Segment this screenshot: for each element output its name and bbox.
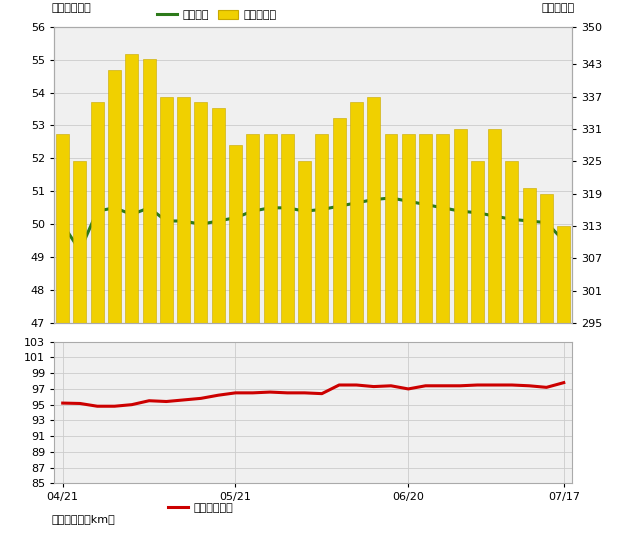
Bar: [471, 161, 484, 534]
Text: 価格（万円）: 価格（万円）: [52, 3, 91, 13]
Bar: [142, 59, 156, 534]
Bar: [56, 135, 69, 534]
Text: 走行距離（千km）: 走行距離（千km）: [52, 514, 115, 524]
Bar: [367, 97, 380, 534]
Legend: 平均価格, 中古車台数: 平均価格, 中古車台数: [153, 5, 282, 25]
Bar: [523, 189, 536, 534]
Bar: [125, 53, 138, 534]
Bar: [74, 161, 86, 534]
Bar: [160, 97, 173, 534]
Bar: [436, 135, 449, 534]
Bar: [298, 161, 311, 534]
Bar: [195, 102, 207, 534]
Legend: 平均走行距離: 平均走行距離: [163, 498, 237, 517]
Bar: [506, 161, 518, 534]
Bar: [91, 102, 104, 534]
Bar: [177, 97, 190, 534]
Bar: [229, 145, 242, 534]
Bar: [281, 135, 294, 534]
Bar: [557, 226, 570, 534]
Bar: [488, 129, 501, 534]
Bar: [453, 129, 467, 534]
Bar: [350, 102, 363, 534]
Bar: [402, 135, 415, 534]
Bar: [212, 107, 225, 534]
Bar: [385, 135, 398, 534]
Bar: [108, 70, 121, 534]
Bar: [419, 135, 432, 534]
Text: 台数（台）: 台数（台）: [542, 3, 575, 13]
Bar: [246, 135, 259, 534]
Bar: [333, 119, 345, 534]
Bar: [263, 135, 277, 534]
Bar: [315, 135, 328, 534]
Bar: [540, 194, 553, 534]
